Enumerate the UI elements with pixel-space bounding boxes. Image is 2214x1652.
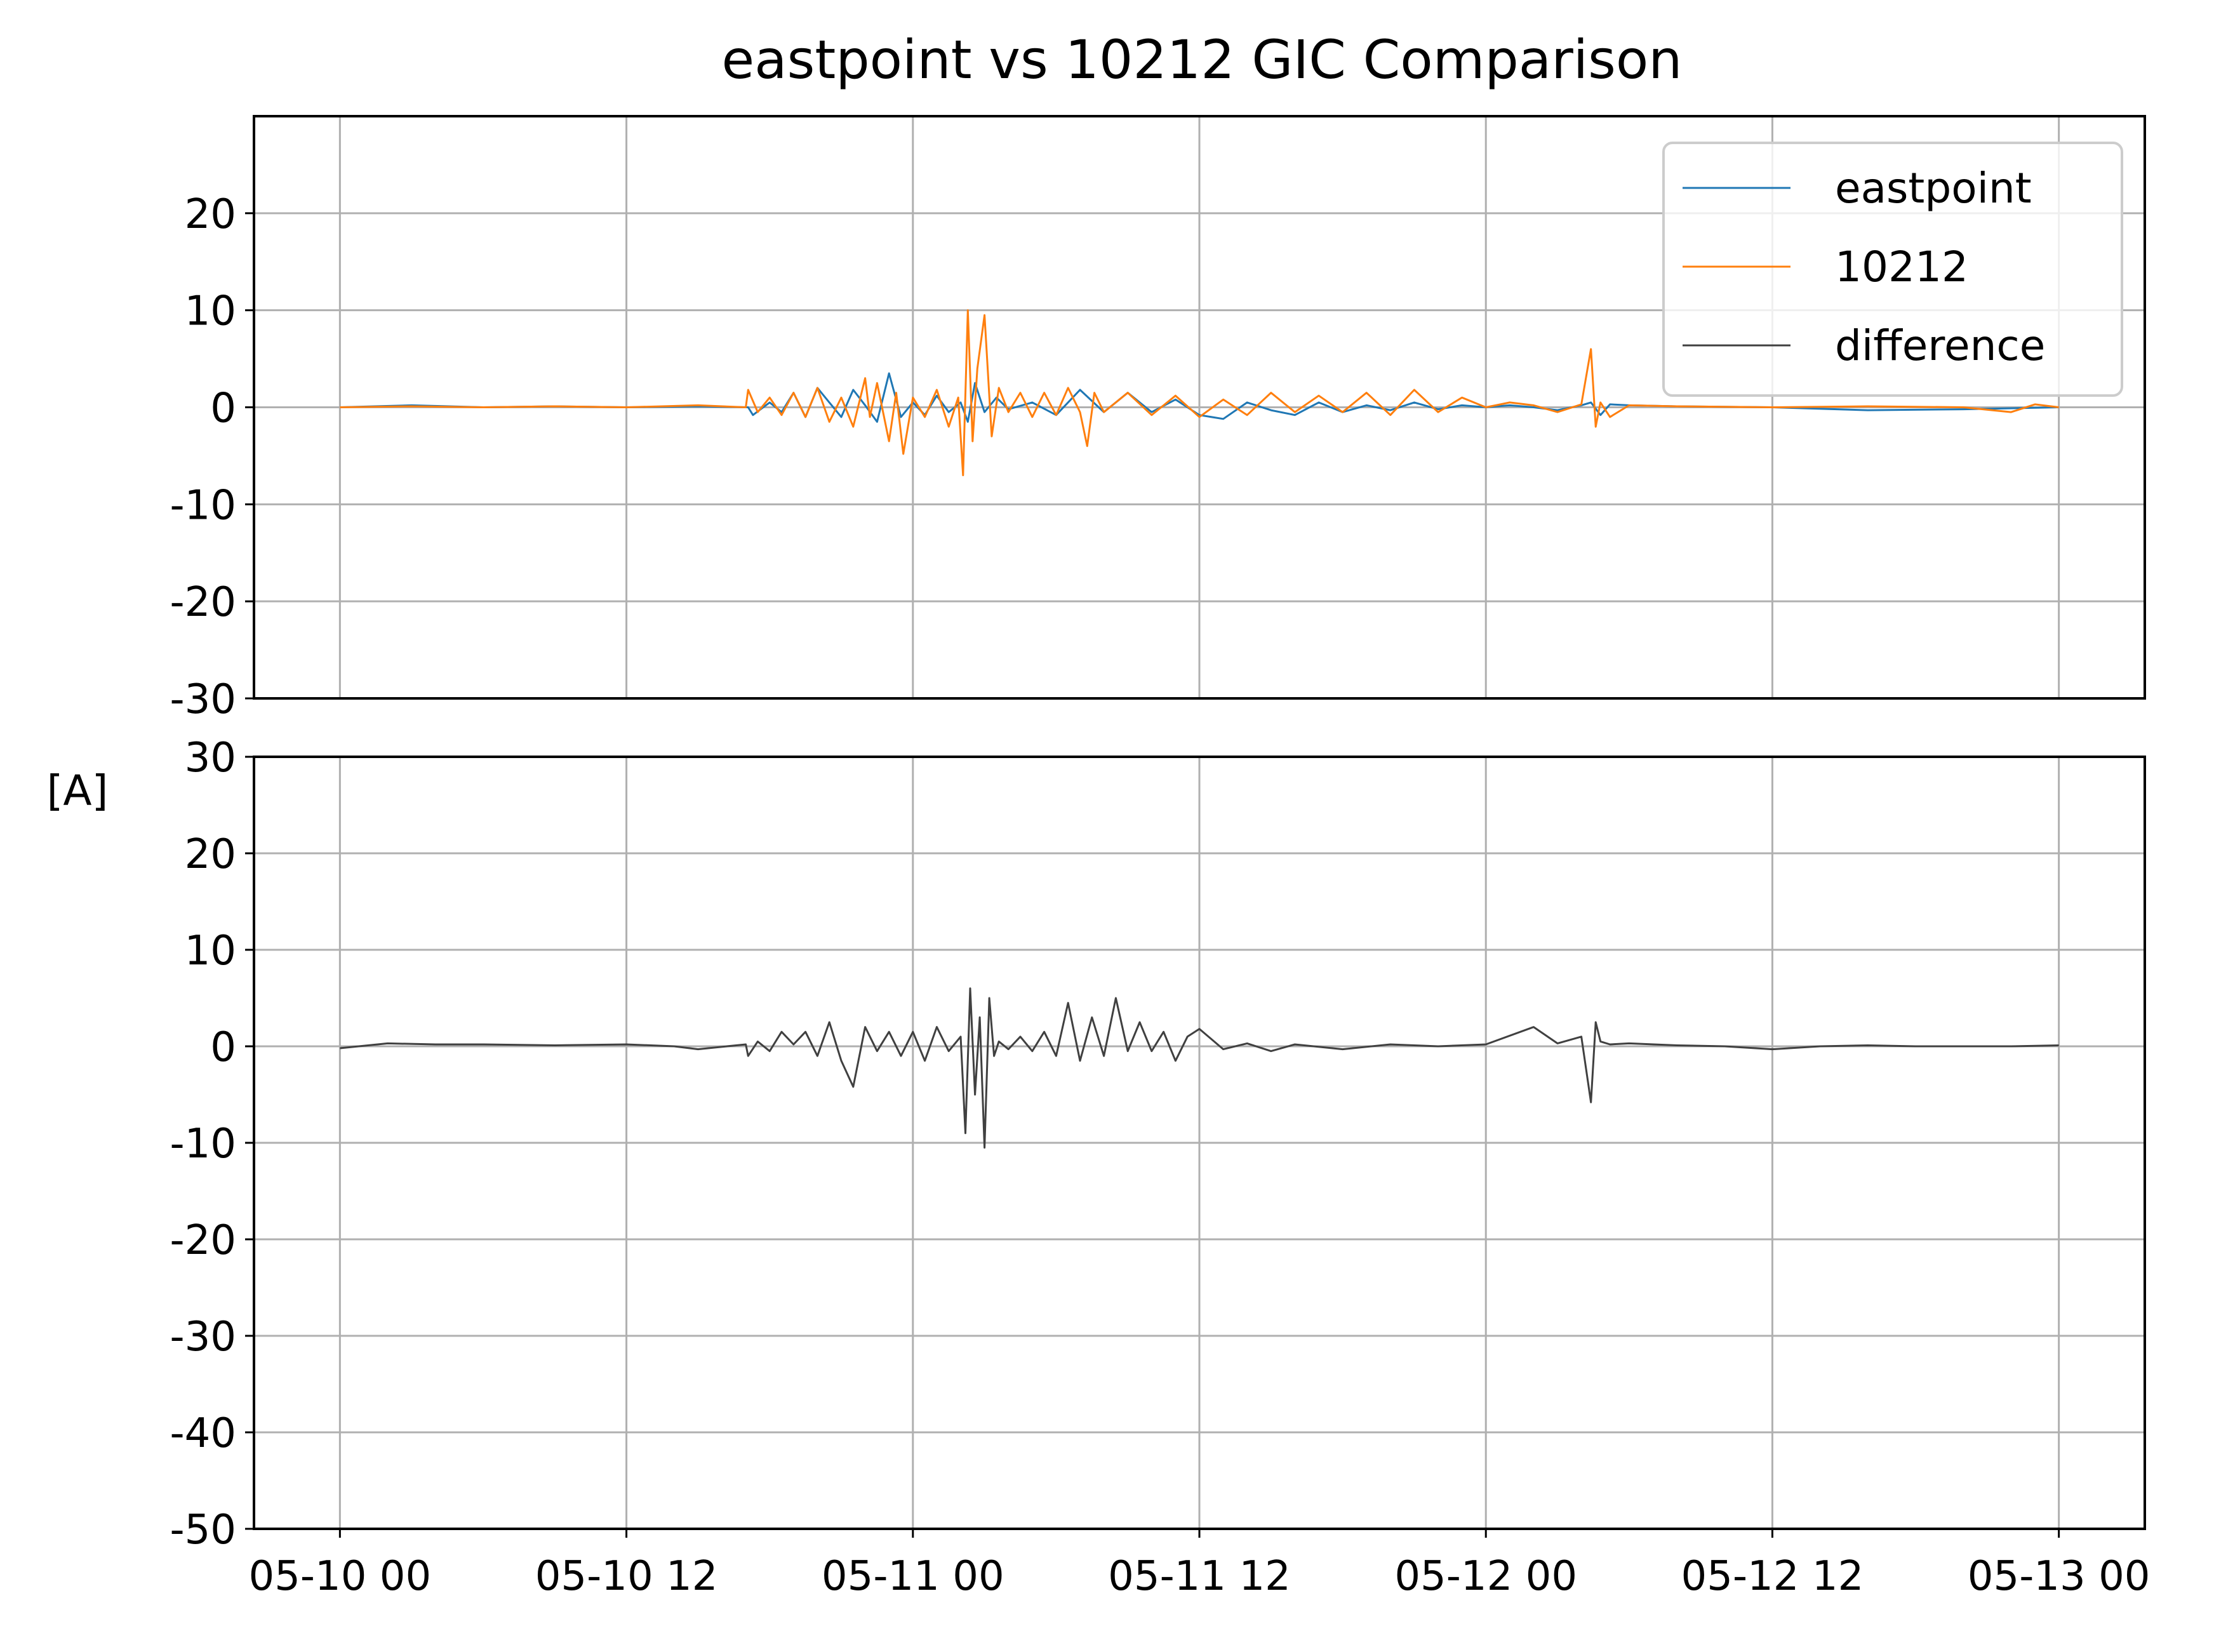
lower-ticks: -50 -40 -30 -20 -10 0 10 20 30	[170, 735, 254, 1554]
lower-series-group	[340, 987, 2059, 1149]
legend-label-10212: 10212	[1835, 243, 1968, 291]
x-axis-ticks: 05-10 00 05-10 12 05-11 00 05-11 12 05-12 00…	[248, 1529, 2151, 1600]
lower-ytick-label-2: -30	[170, 1314, 236, 1361]
lower-ytick-label-6: 10	[185, 928, 236, 975]
legend-box	[1662, 142, 2123, 397]
x-tick-label-0: 05-10 00	[248, 1553, 431, 1600]
shared-y-axis-label: [A]	[47, 766, 109, 815]
x-tick-label-3: 05-11 12	[1108, 1553, 1291, 1600]
x-tick-label-1: 05-10 12	[535, 1553, 718, 1600]
chart-title: eastpoint vs 10212 GIC Comparison	[721, 29, 1682, 91]
lower-ytick-label-0: -50	[170, 1507, 236, 1554]
lower-panel: -50 -40 -30 -20 -10 0 10 20 30	[170, 735, 2146, 1554]
lower-ytick-label-1: -40	[170, 1410, 236, 1457]
upper-ytick-label-0: -30	[170, 676, 236, 723]
legend: eastpoint 10212 difference	[1662, 142, 2123, 397]
upper-panel: -30 -20 -10 0 10 20	[170, 115, 2146, 723]
upper-series-line-10212	[340, 309, 2059, 476]
legend-label-eastpoint: eastpoint	[1835, 164, 2032, 213]
lower-ytick-label-7: 20	[185, 831, 236, 878]
upper-ticks: -30 -20 -10 0 10 20	[170, 191, 254, 723]
upper-series-group	[340, 309, 2059, 476]
lower-ytick-label-8: 30	[185, 735, 236, 782]
upper-plot-frame	[253, 115, 2146, 700]
upper-ytick-label-2: -10	[170, 482, 236, 529]
lower-ytick-label-5: 0	[210, 1024, 236, 1071]
x-tick-label-2: 05-11 00	[822, 1553, 1004, 1600]
x-tick-label-4: 05-12 00	[1394, 1553, 1577, 1600]
lower-ytick-label-3: -20	[170, 1217, 236, 1264]
x-tick-label-5: 05-12 12	[1681, 1553, 1864, 1600]
lower-ytick-label-4: -10	[170, 1121, 236, 1168]
upper-ytick-label-1: -20	[170, 579, 236, 626]
x-tick-label-6: 05-13 00	[1968, 1553, 2151, 1600]
upper-ytick-label-3: 0	[210, 385, 236, 432]
lower-series-line-difference	[340, 987, 2059, 1149]
upper-ytick-label-5: 20	[185, 191, 236, 238]
upper-ytick-label-4: 10	[185, 288, 236, 335]
legend-label-difference: difference	[1835, 321, 2045, 370]
